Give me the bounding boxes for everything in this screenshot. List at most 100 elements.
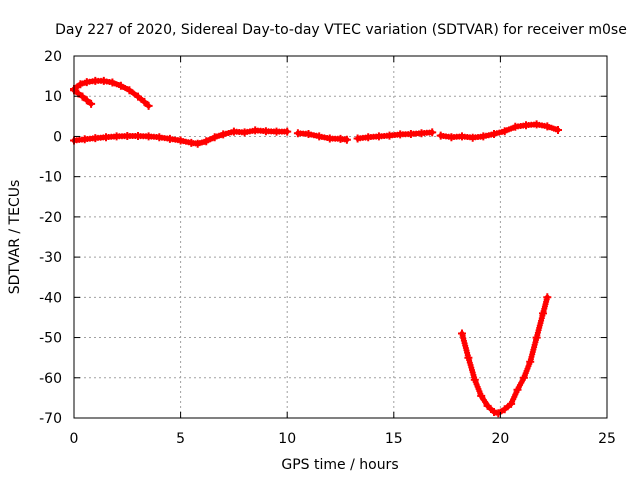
data-point	[87, 99, 96, 108]
axis-ticks: 0 5 10 15 20 25 -70 -60 -50 -40 -30 -20 -10 0 10 20	[39, 49, 616, 447]
y-tick-label: 10	[44, 89, 62, 105]
data-point	[494, 409, 503, 418]
data-point	[134, 132, 142, 140]
y-tick-label: -60	[39, 371, 62, 387]
data-point	[315, 132, 324, 141]
y-tick-label: 20	[44, 49, 62, 65]
data-point	[193, 139, 202, 148]
data-point	[543, 122, 552, 131]
data-point	[134, 92, 142, 101]
data-point	[468, 133, 477, 142]
data-point	[155, 133, 164, 142]
data-point	[477, 391, 486, 400]
data-point	[483, 401, 492, 410]
x-tick-label: 15	[385, 431, 403, 447]
data-point	[229, 127, 238, 136]
data-point	[511, 122, 520, 131]
data-point	[91, 134, 100, 143]
data-point	[261, 127, 270, 136]
data-point	[99, 76, 108, 85]
data-point	[202, 137, 211, 146]
series-markers	[459, 294, 551, 417]
data-point	[108, 78, 117, 87]
data-point	[82, 96, 91, 105]
data-point	[447, 133, 456, 142]
data-point	[554, 126, 562, 134]
y-tick-label: -30	[39, 250, 62, 266]
data-point	[240, 128, 249, 137]
x-tick-label: 25	[598, 431, 616, 447]
data-point	[417, 129, 426, 138]
data-point	[293, 129, 302, 138]
data-point	[500, 405, 509, 414]
x-tick-label: 0	[70, 431, 79, 447]
series-line	[459, 294, 550, 416]
y-axis-title: SDTVAR / TECUs	[7, 180, 23, 295]
data-point	[458, 329, 466, 338]
x-tick-label: 5	[176, 431, 185, 447]
data-point	[144, 132, 153, 141]
data-point	[123, 132, 132, 140]
data-point	[526, 357, 535, 366]
data-point	[140, 97, 149, 106]
data-point	[406, 130, 415, 138]
x-tick-label: 10	[278, 431, 296, 447]
data-point	[532, 333, 541, 342]
data-point	[165, 134, 174, 143]
data-point	[125, 86, 134, 95]
data-point	[500, 127, 509, 136]
data-point	[283, 127, 292, 136]
data-point	[470, 375, 479, 384]
series-arc-f	[436, 120, 562, 142]
data-point	[176, 136, 185, 145]
series-markers	[437, 121, 561, 141]
series-arc-g	[458, 293, 552, 418]
data-point	[543, 293, 552, 302]
series-arc-c	[70, 126, 292, 148]
data-point	[385, 131, 394, 140]
data-point	[144, 101, 153, 110]
data-point	[490, 408, 498, 416]
data-point	[219, 130, 228, 139]
x-tick-label: 20	[491, 431, 509, 447]
chart-title: Day 227 of 2020, Sidereal Day-to-day VTE…	[55, 22, 627, 38]
data-point	[325, 134, 334, 143]
data-point	[272, 127, 281, 136]
y-tick-label: -50	[39, 331, 62, 347]
data-point	[364, 133, 373, 142]
data-point	[91, 76, 100, 85]
data-point	[342, 135, 351, 144]
data-point	[436, 131, 445, 140]
data-point	[522, 121, 530, 130]
data-point	[80, 135, 89, 144]
y-tick-label: -20	[39, 210, 62, 226]
x-axis-title: GPS time / hours	[281, 457, 398, 473]
y-tick-label: 0	[53, 129, 62, 145]
data-point	[353, 134, 362, 143]
series-arc-d	[293, 129, 351, 144]
data-point	[539, 309, 547, 318]
plot-frame	[73, 55, 608, 419]
data-point	[507, 399, 516, 408]
data-point	[428, 128, 437, 137]
data-point	[116, 81, 125, 90]
data-point	[374, 132, 383, 141]
data-point	[112, 132, 121, 141]
data-point	[490, 130, 498, 138]
series-arc-e	[353, 128, 437, 143]
data-point	[251, 126, 260, 135]
data-point	[76, 80, 85, 89]
data-point	[82, 78, 91, 87]
data-series	[70, 76, 562, 418]
data-point	[458, 132, 466, 141]
data-point	[210, 133, 219, 142]
y-tick-label: -70	[39, 411, 62, 427]
data-point	[479, 132, 488, 141]
y-tick-label: -10	[39, 170, 62, 186]
data-point	[532, 120, 541, 129]
data-point	[464, 353, 473, 362]
data-point	[304, 130, 313, 138]
data-point	[102, 133, 110, 142]
data-point	[396, 130, 405, 139]
